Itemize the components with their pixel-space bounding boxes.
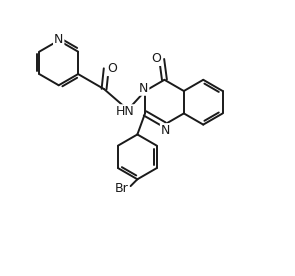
Text: N: N	[161, 124, 170, 137]
Text: N: N	[54, 33, 63, 46]
Text: Br: Br	[115, 182, 128, 195]
Text: O: O	[107, 62, 117, 75]
Text: HN: HN	[116, 105, 135, 118]
Text: N: N	[139, 82, 148, 95]
Text: O: O	[151, 52, 161, 65]
